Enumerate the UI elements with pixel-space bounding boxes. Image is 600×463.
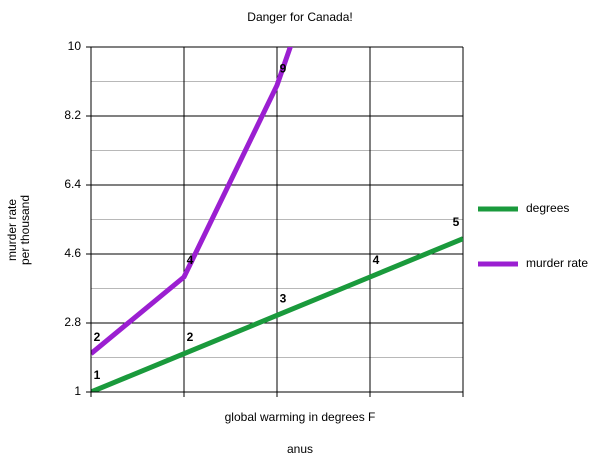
data-label: 2 [94, 330, 101, 344]
y-axis-label: murder rate per thousand [5, 194, 32, 266]
y-tick-label: 6.4 [64, 177, 81, 191]
series-line [91, 47, 293, 356]
y-tick-label: 2.8 [64, 315, 81, 329]
y-tick-label: 8.2 [64, 108, 81, 122]
y-tick-label: 10 [68, 39, 82, 53]
y-tick-label: 1 [74, 384, 81, 398]
data-label: 2 [187, 330, 194, 344]
chart-title: Danger for Canada! [247, 10, 352, 24]
data-label: 4 [373, 253, 380, 267]
data-label: 4 [187, 253, 194, 267]
legend-label: murder rate [526, 256, 588, 270]
data-label: 3 [280, 292, 287, 306]
grid [86, 46, 464, 397]
y-tick-label: 4.6 [64, 246, 81, 260]
legend-label: degrees [526, 201, 569, 215]
x-axis-label: global warming in degrees F [225, 410, 376, 424]
series-line [91, 236, 463, 392]
data-label: 5 [453, 215, 460, 229]
note: anus [287, 442, 313, 456]
data-label: 9 [280, 62, 287, 76]
data-label: 1 [94, 368, 101, 382]
plot: 123452491625 [91, 47, 463, 392]
